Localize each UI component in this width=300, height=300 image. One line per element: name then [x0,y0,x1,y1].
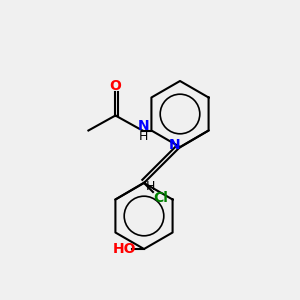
Text: H: H [146,180,155,193]
Text: O: O [110,79,122,92]
Text: HO: HO [113,242,136,256]
Text: Cl: Cl [153,191,168,205]
Text: N: N [138,119,150,133]
Text: H: H [139,130,148,143]
Text: N: N [169,138,181,152]
